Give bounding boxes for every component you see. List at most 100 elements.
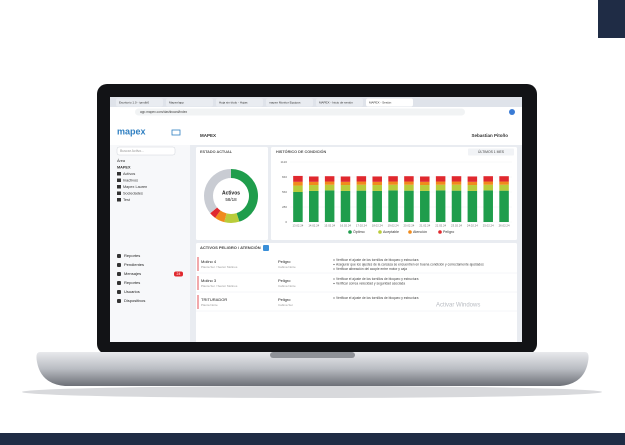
filter-button[interactable] [263, 245, 269, 251]
bar-segment [420, 185, 430, 191]
tab-title: Escritorio 1.0 - ipmdb0 [119, 100, 149, 104]
bar-segment [451, 176, 462, 182]
asset-name[interactable]: TRITURADOR [201, 297, 227, 302]
bar-segment [499, 190, 509, 222]
tab-title: Mapex/app [169, 100, 184, 104]
tree-item[interactable]: Área [117, 159, 126, 163]
bar-segment [340, 190, 351, 222]
menu-item[interactable]: Pendientes [124, 262, 144, 267]
bar-segment [388, 176, 398, 182]
bar-segment [499, 176, 509, 182]
center-value: 58/18 [225, 197, 237, 202]
bar-segment [372, 190, 382, 222]
range-button[interactable] [468, 148, 514, 156]
y-tick-label: 280 [282, 205, 287, 209]
asset-detail: Cabina Norte [278, 265, 296, 269]
note-bullet [333, 297, 335, 299]
profile-icon[interactable] [509, 109, 515, 115]
corner-block [598, 0, 625, 38]
bar-segment [499, 181, 509, 185]
tree-item[interactable]: MAPEX [117, 166, 131, 170]
menu-item[interactable]: Dispositivos [124, 298, 145, 303]
bar-segment [483, 190, 493, 222]
alerts-title: ACTIVOS PELIGRO / ATENCIÓN [200, 245, 261, 250]
laptop-base [36, 352, 589, 386]
asset-name[interactable]: Molino 4 [201, 259, 217, 264]
x-tick-label: 16.02.24 [340, 224, 351, 228]
app-header [110, 117, 522, 145]
badge-count: 24 [177, 272, 181, 276]
search-box[interactable] [116, 146, 176, 156]
folder-icon [117, 198, 121, 202]
bar-segment [420, 181, 430, 186]
bar-segment [324, 190, 335, 222]
note: Verificar alineación del acople entre mo… [336, 267, 407, 271]
x-tick-label: 20.02.24 [403, 224, 414, 228]
tree-item[interactable]: Sociedades [123, 192, 143, 196]
menu-icon [117, 290, 121, 294]
x-tick-label: 18.02.24 [372, 224, 383, 228]
x-tick-label: 24.02.24 [467, 224, 478, 228]
menu-toggle[interactable] [171, 129, 181, 136]
menu-item[interactable]: Reportes [124, 280, 140, 285]
browser-tab[interactable] [266, 98, 313, 107]
bar-segment [356, 184, 367, 191]
tree-item[interactable]: Mapex Lauren [123, 185, 147, 189]
footer-band [0, 433, 625, 445]
url: app.mapex.com/dashboard/index [140, 110, 188, 114]
browser-tab[interactable] [316, 98, 363, 107]
url-field[interactable] [135, 108, 465, 116]
donut-slice [210, 207, 221, 218]
bar-segment [356, 181, 367, 185]
note-bullet [333, 278, 335, 280]
legend-label: Peligro [443, 230, 454, 234]
menu-item[interactable]: Usuarios [124, 289, 140, 294]
bar-segment [340, 176, 351, 182]
x-tick-label: 15.02.24 [324, 224, 335, 228]
tree-item[interactable]: Activos [123, 172, 135, 176]
bar-segment [309, 181, 319, 186]
asset-name[interactable]: Molino 3 [201, 278, 217, 283]
bar-segment [388, 190, 398, 222]
user-name[interactable]: Sebastian Pitoño [471, 133, 508, 138]
bar-segment [388, 184, 398, 191]
search-placeholder: Buscar Activo... [120, 149, 144, 153]
menu-item[interactable]: Mensajes [124, 271, 141, 276]
asset-location: Planta Norte [201, 303, 218, 307]
tree-item[interactable]: Inactivos [123, 179, 138, 183]
card [196, 243, 517, 342]
browser-tab[interactable] [116, 98, 163, 107]
donut-slice [231, 169, 259, 222]
bar-segment [293, 192, 303, 222]
bar-segment [420, 176, 430, 182]
note-bullet [333, 282, 335, 285]
bar-segment [451, 190, 462, 222]
note: Verificar el ajuste de los tornillos de … [336, 277, 419, 281]
bar-segment [435, 181, 446, 185]
bar-segment [340, 181, 351, 186]
menu-icon [117, 299, 121, 303]
center-label: Activos [222, 190, 240, 196]
x-tick-label: 26.02.24 [499, 224, 510, 228]
x-tick-label: 14.02.24 [308, 224, 319, 228]
bar-segment [483, 181, 493, 185]
bar-segment [404, 184, 414, 191]
menu-item[interactable]: Reportes [124, 253, 140, 258]
browser-tab[interactable] [366, 98, 413, 107]
tab-title: MAPEX - Sesión [369, 100, 392, 104]
x-tick-label: 13.02.24 [292, 224, 303, 228]
note: Verificar correa velocidad y seguridad a… [336, 281, 405, 285]
laptop-notch [270, 352, 355, 358]
tab-title: mapex Monitor Equipos [269, 100, 301, 104]
bar-segment [404, 176, 414, 182]
browser-tab[interactable] [216, 98, 263, 107]
state-title: ESTADO ACTUAL [200, 150, 233, 154]
tree-item[interactable]: Test [123, 198, 131, 202]
bar-segment [372, 185, 382, 191]
asset-status: Peligro [278, 259, 291, 264]
x-tick-label: 21.02.24 [419, 224, 430, 228]
logo: mapex [117, 126, 146, 136]
bar-segment [404, 190, 414, 222]
browser-tab[interactable] [166, 98, 213, 107]
